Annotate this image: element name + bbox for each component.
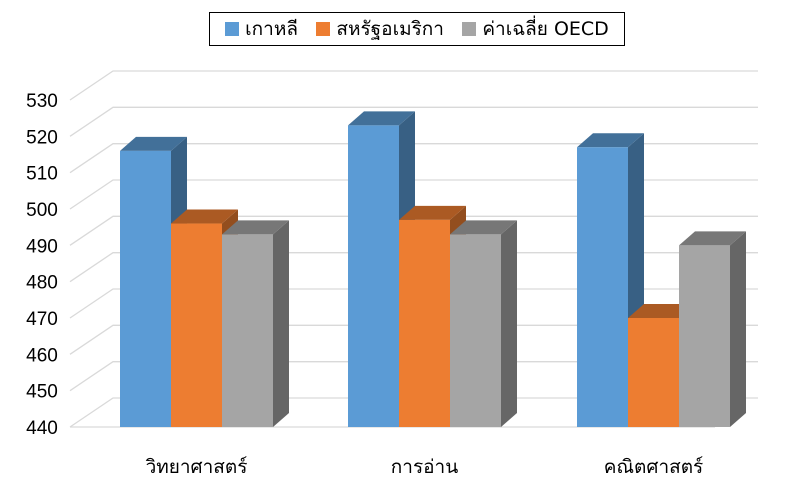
gridline	[69, 397, 758, 428]
gridline	[69, 179, 758, 210]
gridline	[69, 215, 758, 246]
bar-side	[273, 220, 289, 427]
y-tick-label: 490	[26, 236, 58, 257]
legend: เกาหลี สหรัฐอเมริกา ค่าเฉลี่ย OECD	[209, 12, 625, 46]
gridline	[69, 324, 758, 355]
y-tick-label: 500	[26, 200, 58, 221]
x-tick-label: คณิตศาสตร์	[604, 456, 704, 478]
bar	[577, 147, 628, 427]
legend-label-korea: เกาหลี	[245, 18, 299, 40]
y-tick-label: 480	[26, 273, 58, 294]
bar	[679, 245, 730, 427]
legend-label-usa: สหรัฐอเมริกา	[336, 18, 444, 40]
legend-swatch-korea	[225, 22, 240, 36]
gridline	[69, 288, 758, 319]
bar-top	[577, 133, 644, 148]
bar-top	[628, 304, 695, 318]
legend-item-korea: เกาหลี	[225, 14, 298, 44]
bar-top	[120, 136, 187, 151]
y-tick-label: 530	[26, 91, 58, 112]
y-tick-label: 520	[26, 127, 58, 148]
bar-side	[501, 220, 517, 427]
bar-top	[171, 209, 238, 224]
y-tick-label: 470	[26, 309, 58, 330]
x-tick-label: การอ่าน	[391, 457, 458, 478]
legend-swatch-oecd	[462, 22, 477, 36]
legend-item-oecd: ค่าเฉลี่ย OECD	[462, 14, 609, 44]
gridline	[69, 143, 758, 174]
legend-swatch-usa	[316, 22, 331, 36]
gridline	[69, 70, 758, 101]
bar	[348, 125, 399, 427]
bar	[399, 219, 450, 427]
bar-top	[450, 220, 517, 235]
legend-label-oecd: ค่าเฉลี่ย OECD	[482, 18, 609, 40]
bar	[450, 234, 501, 427]
bar	[222, 234, 273, 427]
y-tick-label: 460	[26, 345, 58, 366]
bar-top	[679, 231, 746, 246]
y-tick-label: 450	[26, 382, 58, 403]
legend-item-usa: สหรัฐอเมริกา	[316, 14, 444, 44]
gridline	[69, 252, 758, 283]
x-tick-label: วิทยาศาสตร์	[145, 456, 247, 478]
bar-top	[348, 111, 415, 126]
y-tick-label: 440	[26, 418, 58, 439]
bar	[171, 223, 222, 427]
bar-top	[399, 205, 466, 220]
gridline	[69, 106, 758, 137]
bar-top	[222, 220, 289, 235]
bar-side	[730, 231, 746, 427]
bar	[628, 318, 679, 427]
gridline	[69, 361, 758, 392]
y-tick-label: 510	[26, 164, 58, 185]
bar	[120, 150, 171, 427]
